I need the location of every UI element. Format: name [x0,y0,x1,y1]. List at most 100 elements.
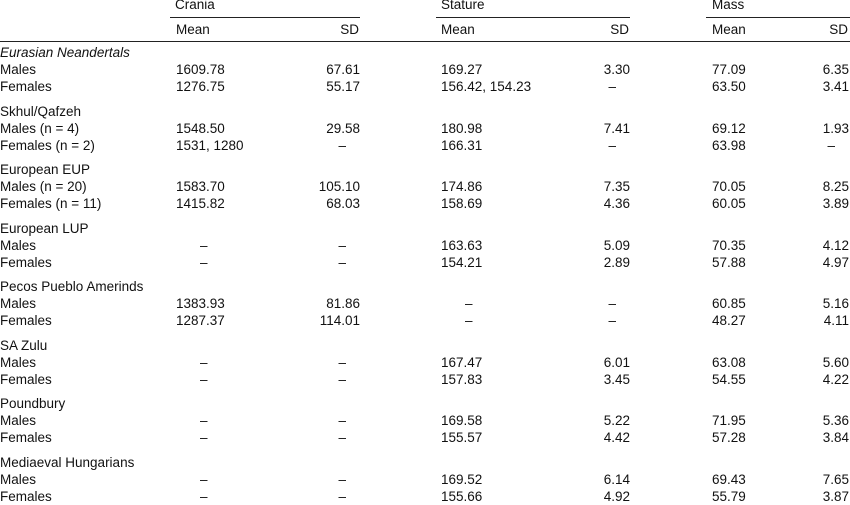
cell: 166.31 [441,137,483,153]
cell: 157.83 [441,371,483,387]
cell: 6.14 [603,471,630,487]
cell: – [608,313,616,328]
cell: – [200,488,208,504]
cell: – [338,471,346,487]
cell: 54.55 [712,371,746,387]
cell: 60.05 [712,196,746,211]
row-label: Females (n = 11) [0,196,102,211]
column-header: Mean [441,22,475,37]
cell: 180.98 [441,120,483,136]
cell: 174.86 [441,179,483,194]
cell: 63.98 [712,137,746,153]
cell: 3.41 [822,79,849,94]
cell: 169.52 [441,471,483,487]
row-label: Females [0,254,52,270]
cell: 70.35 [712,237,746,253]
row-label: Females [0,79,52,94]
cell: 4.97 [822,254,849,270]
column-header: SD [340,22,359,37]
cell: 1276.75 [176,79,225,94]
cell: 6.35 [822,62,849,77]
cell: 67.61 [326,62,360,77]
cell: – [465,313,473,328]
cell: 158.69 [441,196,483,211]
group-label: SA Zulu [0,337,48,353]
cell: 4.92 [603,488,630,504]
row-label: Females [0,430,52,445]
cell: – [200,413,208,428]
cell: 57.88 [712,254,746,270]
row-label: Females [0,313,52,328]
column-group: Crania [175,0,215,12]
cell: – [338,430,346,445]
group-label: Skhul/Qafzeh [0,103,82,119]
cell: 7.41 [603,120,630,136]
group-label: Poundbury [0,396,66,411]
group-label: European LUP [0,220,89,236]
cell: 5.09 [603,237,630,253]
column-header: Mean [176,22,210,37]
row-label: Females (n = 2) [0,137,95,153]
cell: 7.35 [603,179,630,194]
cell: 1.93 [822,120,849,136]
row-label: Males (n = 20) [0,179,87,194]
group-label: European EUP [0,162,91,177]
cell: 169.27 [441,62,483,77]
cell: – [338,254,346,270]
cell: – [338,488,346,504]
column-group: Mass [712,0,745,12]
cell: – [608,296,616,311]
cell: 57.28 [712,430,746,445]
cell: 81.86 [326,296,360,311]
row-label: Females [0,371,52,387]
cell: 6.01 [603,354,630,370]
row-label: Males [0,237,37,253]
cell: 4.12 [822,237,849,253]
cell: 169.58 [441,413,483,428]
cell: 5.22 [603,413,630,428]
cell: 4.11 [823,313,849,328]
cell: – [200,354,208,370]
cell: – [200,254,208,270]
row-label: Males [0,62,37,77]
cell: 69.12 [712,120,746,136]
cell: – [827,137,835,153]
cell: 60.85 [712,296,746,311]
cell: 29.58 [326,120,360,136]
column-group: Stature [441,0,485,12]
cell: – [608,137,616,153]
cell: 63.50 [712,79,746,94]
cell: 55.79 [712,488,746,504]
cell: 3.45 [603,371,630,387]
group-rule [706,17,850,18]
row-label: Females [0,488,52,504]
cell: 4.22 [822,371,849,387]
cell: 1548.50 [176,120,225,136]
cell: 105.10 [318,179,360,194]
cell: – [608,79,616,94]
row-label: Males [0,413,37,428]
row-label: Males [0,296,37,311]
row-label: Males [0,471,37,487]
cell: 167.47 [441,354,483,370]
row-label: Males (n = 4) [0,120,80,136]
cell: 63.08 [712,354,746,370]
cell: 1287.37 [176,313,225,328]
cell: 48.27 [712,313,746,328]
cell: 5.16 [822,296,849,311]
group-label: Eurasian Neandertals [0,45,130,60]
cell: 77.09 [712,62,746,77]
cell: 8.25 [822,179,849,194]
cell: 155.57 [441,430,483,445]
cell: 155.66 [441,488,483,504]
cell: 1583.70 [176,179,225,194]
cell: 156.42, 154.23 [441,79,532,94]
cell: 3.30 [603,62,630,77]
cell: 71.95 [712,413,746,428]
cell: – [465,296,473,311]
cell: 7.65 [822,471,849,487]
cell: 55.17 [326,79,360,94]
cell: 3.87 [822,488,849,504]
cell: – [338,237,346,253]
